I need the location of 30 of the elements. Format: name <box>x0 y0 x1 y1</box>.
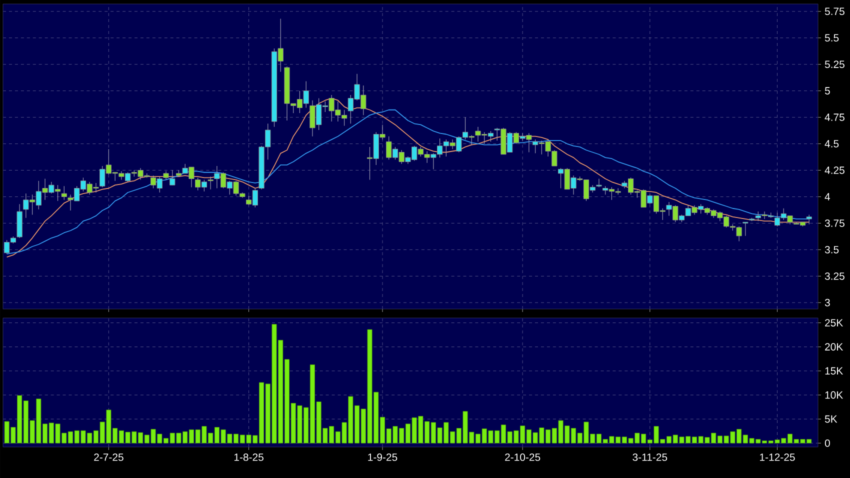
candlestick <box>596 178 602 188</box>
x-tick-label: 2-7-25 <box>94 454 124 461</box>
candlestick <box>61 186 67 200</box>
y-tick-label: 3.25 <box>824 272 844 280</box>
candlestick <box>742 222 748 236</box>
y-tick-label: 3.5 <box>824 246 839 254</box>
y-tick-label: 15K <box>825 367 844 375</box>
x-tick-label: 2-10-25 <box>505 454 540 461</box>
x-tick-label: 3-11-25 <box>632 454 668 461</box>
y-tick-label: 5.25 <box>824 60 844 68</box>
y-tick-label: 0 <box>824 439 830 447</box>
y-tick-label: 25K <box>825 319 844 327</box>
y-tick-label: 5 <box>824 87 830 94</box>
y-tick-label: 10K <box>825 391 844 399</box>
y-tick-label: 3 <box>824 298 830 306</box>
x-tick-label: 1-12-25 <box>760 454 795 461</box>
y-tick-label: 4.5 <box>824 140 839 148</box>
y-tick-label: 4.75 <box>824 114 844 121</box>
x-tick-label: 1-9-25 <box>368 454 398 461</box>
y-tick-label: 5.5 <box>824 34 839 42</box>
candlestick <box>806 214 812 225</box>
x-tick-label: 1-8-25 <box>234 454 264 461</box>
y-tick-label: 3.75 <box>824 220 844 227</box>
candlestick <box>208 176 214 190</box>
y-tick-label: 5K <box>824 415 838 423</box>
y-tick-label: 4.25 <box>824 166 844 174</box>
y-tick-label: 5.75 <box>824 8 844 16</box>
y-tick-label: 4 <box>824 193 830 200</box>
candlestick <box>170 170 176 186</box>
y-tick-label: 20K <box>825 343 844 351</box>
